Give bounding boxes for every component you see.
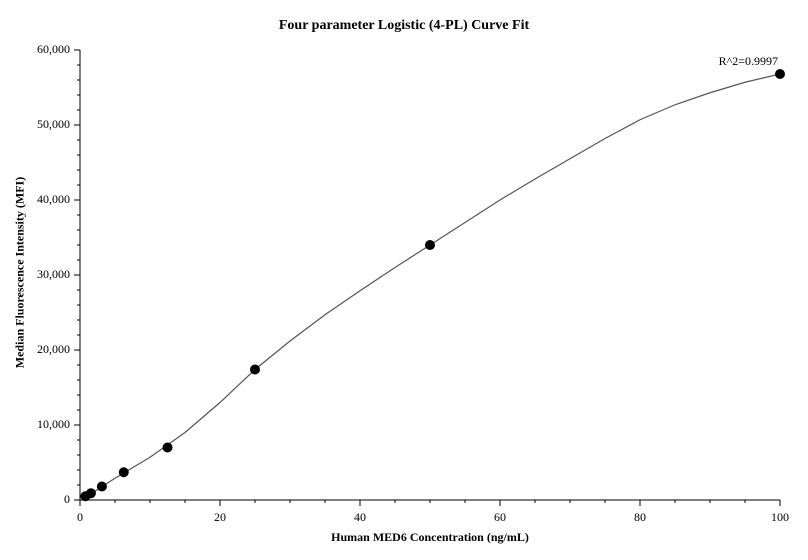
chart-svg xyxy=(0,0,808,560)
x-axis-label: Human MED6 Concentration (ng/mL) xyxy=(80,530,780,545)
y-tick-label: 40,000 xyxy=(37,192,70,207)
data-point xyxy=(426,241,435,250)
fit-curve xyxy=(80,74,780,499)
x-tick-label: 80 xyxy=(625,510,655,525)
y-tick-label: 30,000 xyxy=(37,267,70,282)
y-tick-label: 10,000 xyxy=(37,417,70,432)
y-tick-label: 0 xyxy=(64,492,70,507)
r-squared-text: R^2=0.9997 xyxy=(719,54,778,68)
axes-group xyxy=(74,50,780,506)
y-tick-label: 20,000 xyxy=(37,342,70,357)
y-tick-label: 60,000 xyxy=(37,42,70,57)
chart-title: Four parameter Logistic (4-PL) Curve Fit xyxy=(0,18,808,34)
data-points xyxy=(81,70,785,501)
x-axis-label-text: Human MED6 Concentration (ng/mL) xyxy=(331,530,529,544)
y-tick-label: 50,000 xyxy=(37,117,70,132)
data-point xyxy=(119,468,128,477)
chart-container: Four parameter Logistic (4-PL) Curve Fit… xyxy=(0,0,808,560)
x-tick-label: 40 xyxy=(345,510,375,525)
data-point xyxy=(86,489,95,498)
x-tick-label: 0 xyxy=(65,510,95,525)
data-point xyxy=(97,482,106,491)
chart-title-text: Four parameter Logistic (4-PL) Curve Fit xyxy=(279,18,529,33)
data-point xyxy=(776,70,785,79)
r-squared-annotation: R^2=0.9997 xyxy=(719,54,778,69)
x-tick-label: 20 xyxy=(205,510,235,525)
x-tick-label: 100 xyxy=(765,510,795,525)
y-axis-label: Median Fluorescence Intensity (MFI) xyxy=(13,163,28,383)
y-axis-label-text: Median Fluorescence Intensity (MFI) xyxy=(13,177,27,368)
x-tick-label: 60 xyxy=(485,510,515,525)
data-point xyxy=(251,365,260,374)
data-point xyxy=(163,443,172,452)
curve-line xyxy=(80,74,780,499)
